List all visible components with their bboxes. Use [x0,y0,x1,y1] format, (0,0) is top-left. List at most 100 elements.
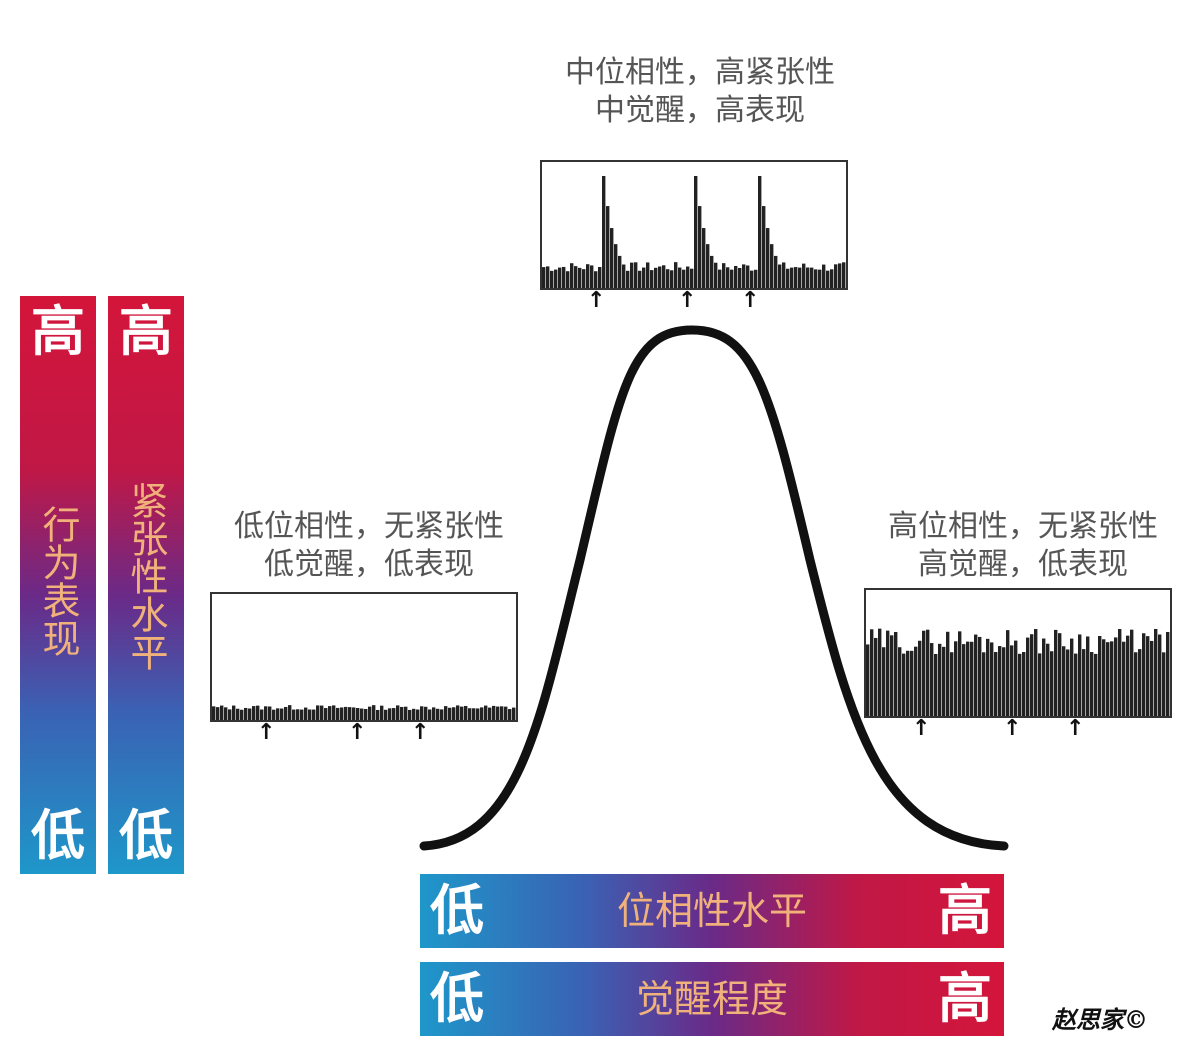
histogram-bar [1066,649,1070,716]
histogram-bar [766,228,770,288]
histogram-bar [1010,645,1014,716]
histogram-bar [1022,651,1026,716]
histogram-bar [332,705,336,720]
histogram-bar [1038,653,1042,716]
histogram-bar [634,262,638,288]
histogram-right-bars [866,628,1170,716]
histogram-bar [618,255,622,288]
histogram-bar [496,706,500,720]
histogram-bar [582,269,586,288]
caption-left-line1: 低位相性，无紧张性 [234,509,504,544]
histogram-bar [1050,651,1054,716]
histogram-bar [1046,643,1050,716]
histogram-bar [914,646,918,716]
histogram-bar [698,206,702,288]
histogram-bar [252,706,256,720]
histogram-bar [894,632,898,716]
histogram-bar [1126,635,1130,716]
histogram-bar [786,268,790,288]
histogram-bar [926,629,930,716]
performance-axis-label: 行为表现 [36,505,80,657]
histogram-bar [962,644,966,716]
performance-gradient-bar: 高 行为表现 低 [20,296,96,874]
histogram-bar [256,705,260,720]
histogram-bar [468,708,472,720]
stimulus-arrow-icon: ↑ [741,288,760,313]
histogram-bar [500,706,504,720]
histogram-bar [554,269,558,288]
histogram-bar [328,706,332,720]
phasic-high-label: 高 [938,879,992,942]
histogram-bar [268,706,272,720]
histogram-bar [954,641,958,716]
copyright-signature: 赵思家© [1052,1005,1148,1034]
histogram-bar [376,709,380,720]
histogram-top [540,160,848,290]
histogram-bar [726,267,730,288]
histogram-bar [990,642,994,716]
histogram-bar [598,267,602,288]
histogram-bar [654,267,658,288]
histogram-bar [678,267,682,288]
histogram-bar [292,709,296,720]
histogram-bar [614,244,618,288]
histogram-bar [758,176,762,288]
histogram-bar [590,265,594,288]
histogram-bar [216,707,220,720]
histogram-bar [750,270,754,288]
histogram-bar [702,228,706,288]
histogram-bar [384,709,388,720]
stimulus-arrow-icon: ↑ [1066,716,1085,741]
caption-right: 高位相性，无紧张性 高觉醒，低表现 [864,508,1182,584]
histogram-bar [790,267,794,288]
stimulus-arrow-icon: ↑ [348,720,367,745]
histogram-bar [594,271,598,288]
histogram-bar [662,265,666,288]
histogram-bar [1002,647,1006,716]
histogram-bar [1146,636,1150,716]
histogram-bar [396,705,400,720]
histogram-bar [324,708,328,720]
histogram-bar [666,269,670,288]
histogram-bar [994,652,998,716]
histogram-bar [1158,634,1162,716]
histogram-bar [352,707,356,720]
arousal-axis-label: 觉醒程度 [635,977,788,1021]
histogram-bar [348,707,352,720]
histogram-bar [738,267,742,288]
histogram-bar [1062,646,1066,716]
histogram-bar [966,641,970,716]
histogram-bar [1138,649,1142,716]
histogram-bar [694,176,698,288]
histogram-bar [304,707,308,720]
histogram-bar [456,705,460,720]
histogram-bar [1018,653,1022,716]
histogram-bar [1006,630,1010,716]
histogram-bar [770,244,774,288]
caption-top-line1: 中位相性，高紧张性 [565,55,835,90]
histogram-bar [296,709,300,720]
performance-high-label: 高 [31,300,85,363]
histogram-bar [998,646,1002,716]
phasic-axis-label: 位相性水平 [616,889,807,933]
histogram-bar [898,647,902,716]
histogram-bar [802,263,806,288]
histogram-bar [1026,637,1030,716]
histogram-bar [806,267,810,288]
histogram-bar [284,706,288,720]
histogram-bar [566,271,570,288]
caption-top: 中位相性，高紧张性 中觉醒，高表现 [540,54,860,130]
histogram-bar [472,708,476,720]
histogram-bar [364,708,368,720]
histogram-bar [1030,634,1034,716]
histogram-bar [974,634,978,716]
histogram-bar [782,262,786,288]
histogram-left [210,592,518,722]
histogram-bar [874,637,878,716]
histogram-bar [942,646,946,716]
histogram-bar [910,650,914,716]
histogram-bar [586,264,590,288]
stimulus-arrow-icon: ↑ [257,720,276,745]
phasic-gradient-bar: 低 位相性水平 高 [420,874,1004,948]
caption-left-line2: 低觉醒，低表现 [264,547,474,582]
